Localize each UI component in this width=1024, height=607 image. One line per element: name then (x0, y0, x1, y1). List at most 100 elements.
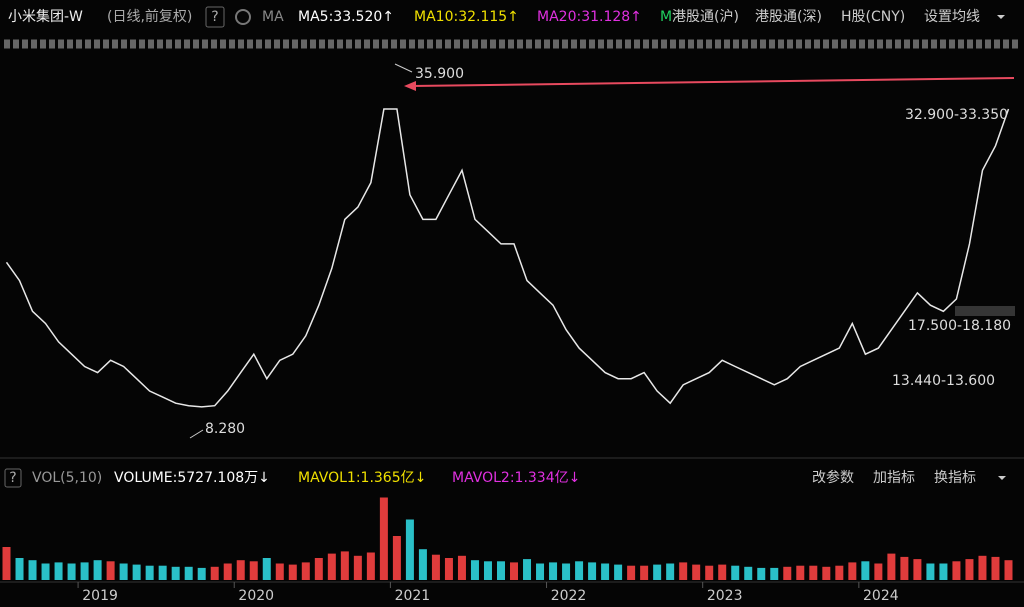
volume-bar (991, 556, 1000, 580)
volume-bar (549, 562, 558, 580)
volume-bar (757, 567, 766, 580)
volume-bar (614, 564, 623, 580)
help-box[interactable] (4, 468, 22, 488)
volume-bar (67, 563, 76, 580)
ma60: M (660, 9, 672, 25)
volume-bar (119, 563, 128, 580)
volume-bar (496, 561, 505, 580)
volume-bar (41, 563, 50, 580)
volume-bar (93, 560, 102, 580)
link[interactable]: 设置均线 (924, 9, 980, 25)
x-tick-label: 2024 (863, 588, 899, 604)
volume-bar (171, 566, 180, 580)
volume-bar (288, 564, 297, 580)
volume-bar (731, 565, 740, 580)
volume-bar (223, 563, 232, 580)
volume-bar (444, 558, 453, 580)
volume-bar (666, 563, 675, 580)
range-band (955, 306, 1015, 316)
price-annotation: 32.900-33.350 (905, 107, 1008, 123)
volume-bar (653, 564, 662, 580)
volume-bar (379, 497, 388, 580)
volume-bar (353, 555, 362, 580)
volume-bar (913, 559, 922, 580)
volume-bar (366, 552, 375, 580)
arrow-head (404, 81, 416, 91)
stock-title: 小米集团-W (8, 8, 83, 25)
volume-bar (262, 558, 271, 580)
mode: (日线,前复权) (107, 8, 192, 25)
button[interactable]: 换指标 (934, 469, 976, 486)
volume-bar (132, 564, 141, 580)
volume-bar (418, 549, 427, 580)
volume-bar (158, 565, 167, 580)
volume-bar (301, 562, 310, 580)
leader (189, 429, 204, 439)
link[interactable]: H股(CNY) (841, 9, 905, 25)
volume-bar (210, 566, 219, 580)
mavol1: MAVOL1:1.365亿↓ (298, 470, 426, 486)
volume-bar (874, 563, 883, 580)
volume-bar (184, 566, 193, 580)
volume-bar (106, 561, 115, 580)
volume-bar (679, 562, 688, 580)
volume-bar (470, 560, 479, 580)
volume-bar (601, 563, 610, 580)
volume-bar (1004, 560, 1013, 580)
volume-bar (145, 565, 154, 580)
button[interactable]: 加指标 (873, 470, 915, 486)
volume: VOLUME:5727.108万↓ (114, 470, 270, 486)
volume-bar (965, 559, 974, 580)
volume-bar (2, 547, 11, 580)
x-tick-label: 2021 (395, 588, 431, 604)
volume-bar (692, 564, 701, 580)
mavol2: MAVOL2:1.334亿↓ (452, 470, 580, 486)
volume-bar (562, 563, 571, 580)
price-annotation: 8.280 (205, 421, 245, 437)
volume-bar (340, 551, 349, 580)
volume-bar (770, 567, 779, 580)
volume-bar (705, 565, 714, 580)
x-tick-label: 2020 (238, 588, 274, 604)
volume-bar (809, 565, 818, 580)
link[interactable]: 港股通(深) (755, 9, 822, 25)
volume-bar (457, 555, 466, 580)
volume-bar (939, 563, 948, 580)
dropdown-caret[interactable] (997, 15, 1005, 19)
settings-icon[interactable] (235, 9, 251, 25)
volume-bar (236, 560, 245, 580)
button[interactable]: 改参数 (812, 469, 854, 486)
volume-bar (575, 561, 584, 580)
x-tick-label: 2023 (707, 588, 743, 604)
volume-bar (744, 566, 753, 580)
link[interactable]: 港股通(沪) (672, 9, 739, 25)
ma10: MA10:32.115↑ (414, 9, 519, 25)
help[interactable]: ? (9, 470, 16, 486)
help-box[interactable] (205, 6, 225, 28)
volume-bar (28, 560, 37, 580)
x-tick-label: 2019 (82, 588, 118, 604)
volume-bar (405, 519, 414, 580)
volume-bar (54, 562, 63, 580)
price-line (5, 108, 1010, 408)
volume-bar (80, 562, 89, 580)
volume-bar (835, 565, 844, 580)
volume-bar (848, 562, 857, 580)
price-annotation: 13.440-13.600 (892, 373, 995, 389)
volume-bar (392, 536, 401, 580)
ma20: MA20:31.128↑ (537, 9, 642, 25)
volume-bar (15, 558, 24, 580)
price-annotation: 17.500-18.180 (908, 318, 1011, 334)
volume-bar (523, 559, 532, 580)
volume-bar (900, 556, 909, 580)
dropdown-caret[interactable] (998, 476, 1006, 480)
volume-bar (314, 558, 323, 580)
volume-bar (796, 565, 805, 580)
volume-bar (588, 562, 597, 580)
volume-bar (249, 561, 258, 580)
x-tick-label: 2022 (551, 588, 587, 604)
help[interactable]: ? (211, 9, 218, 25)
volume-bar (822, 566, 831, 580)
volume-bar (197, 567, 206, 580)
